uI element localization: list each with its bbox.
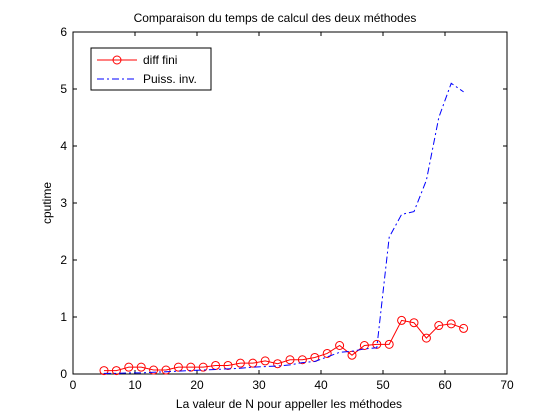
data-point [248, 358, 258, 368]
data-point [359, 341, 369, 350]
data-point [260, 356, 270, 366]
data-point [322, 348, 332, 358]
data-point [372, 339, 382, 349]
data-point [198, 362, 208, 372]
data-point [161, 365, 171, 375]
data-point [173, 362, 183, 372]
x-tick-label: 10 [128, 378, 142, 392]
y-tick-label: 2 [60, 253, 67, 267]
y-tick-label: 4 [60, 139, 67, 153]
chart-title: Comparaison du temps de calcul des deux … [134, 11, 417, 25]
data-point [421, 333, 431, 343]
data-point [434, 321, 444, 331]
x-tick-label: 20 [190, 378, 204, 392]
legend-box [90, 47, 212, 91]
data-point [273, 359, 283, 369]
y-tick-label: 1 [60, 310, 67, 324]
data-point [99, 366, 109, 376]
data-point [459, 323, 469, 333]
legend-marker [112, 55, 122, 65]
data-point [186, 362, 196, 372]
data-point [335, 341, 345, 350]
x-tick-label: 60 [438, 378, 452, 392]
series-line-1 [104, 319, 464, 372]
data-point [409, 318, 419, 328]
legend-label-2: Puiss. inv. [143, 72, 197, 86]
data-point [235, 358, 245, 368]
data-point [384, 339, 394, 349]
data-point [285, 355, 295, 365]
data-point [446, 319, 456, 329]
x-tick-label: 40 [314, 378, 328, 392]
y-tick-label: 6 [60, 25, 67, 39]
y-tick-label: 0 [60, 367, 67, 381]
x-tick-label: 50 [376, 378, 390, 392]
data-point [111, 366, 121, 376]
x-tick-label: 70 [500, 378, 514, 392]
legend-label-1: diff fini [143, 53, 177, 67]
x-tick-label: 0 [70, 378, 77, 392]
data-point [397, 315, 407, 325]
y-tick-label: 5 [60, 82, 67, 96]
data-point [136, 362, 146, 372]
data-point [149, 365, 159, 375]
series-line-2 [104, 82, 464, 374]
data-point [297, 355, 307, 365]
data-point [223, 360, 233, 370]
y-axis-label: cputime [40, 182, 54, 224]
data-point [124, 362, 134, 372]
x-axis-label: La valeur de N pour appeller les méthode… [176, 397, 402, 411]
y-tick-label: 3 [60, 196, 67, 210]
x-tick-label: 30 [252, 378, 266, 392]
